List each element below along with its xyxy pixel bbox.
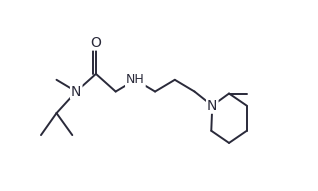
Text: N: N bbox=[207, 99, 218, 113]
Text: NH: NH bbox=[126, 73, 145, 86]
Text: N: N bbox=[71, 85, 81, 99]
Text: O: O bbox=[91, 36, 101, 49]
